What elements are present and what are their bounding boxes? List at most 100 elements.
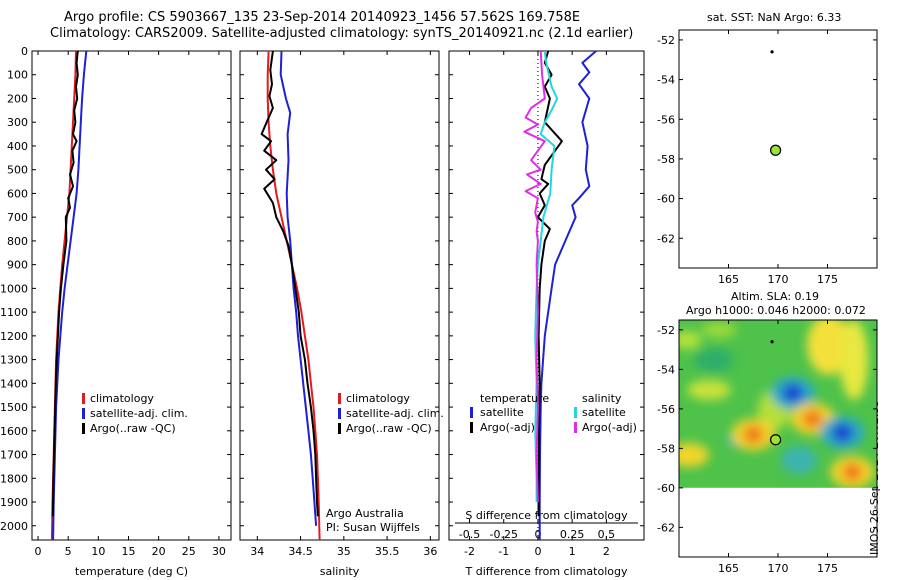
sla-argo-marker: [770, 434, 782, 446]
sal-xtick-label: 34.5: [288, 545, 313, 558]
sal-legend-climatology: climatology: [346, 392, 410, 405]
sla-field-clip: [679, 320, 877, 488]
sst-ytick-label: -62: [657, 232, 675, 245]
depth-tick-label: 1900: [0, 496, 28, 509]
temp-xtick-label: 5: [65, 545, 72, 558]
sla-ytick-label: -62: [657, 521, 675, 534]
diff-plot-frame: [448, 50, 645, 541]
diff-legend-swatch: [574, 422, 577, 433]
temp-legend-swatch: [82, 423, 85, 434]
diff-legend-temp-satellite: satellite: [480, 406, 524, 419]
figure-title-line2: Climatology: CARS2009. Satellite-adjuste…: [50, 26, 634, 41]
depth-tick-label: 600: [7, 187, 28, 200]
temp-xtick-label: 0: [35, 545, 42, 558]
diff-legend-swatch: [470, 422, 473, 433]
sst-track-dot: [770, 50, 774, 54]
depth-tick-label: 1500: [0, 401, 28, 414]
temp-xtick-label: 25: [182, 545, 196, 558]
temp-series-argo: [51, 50, 79, 517]
sla-texture-blob: [807, 320, 851, 375]
diff-legend-temperature-head: temperature: [480, 392, 549, 405]
sla-field: [679, 320, 877, 488]
diff-s-tick-label: -0.25: [490, 528, 518, 541]
sla-high-core: [842, 463, 863, 482]
depth-tick-label: 700: [7, 211, 28, 224]
temp-xtick-label: 30: [212, 545, 226, 558]
sla-ytick-label: -52: [657, 324, 675, 337]
temp-legend-swatch: [82, 393, 85, 404]
sst-argo-marker: [770, 144, 782, 156]
sal-series-satellite: [279, 50, 318, 526]
diff-xtick-label: -2: [464, 545, 475, 558]
diff-legend-swatch: [470, 407, 473, 418]
depth-tick-label: 900: [7, 259, 28, 272]
sst-ytick-label: -56: [657, 113, 675, 126]
sla-xtick-label: 165: [718, 562, 739, 575]
sla-ytick-label: -58: [657, 442, 675, 455]
depth-tick-label: 200: [7, 92, 28, 105]
sal-series-argo: [260, 50, 319, 517]
temp-xtick-label: 10: [91, 545, 105, 558]
sst-ytick-label: -52: [657, 34, 675, 47]
sla-high-core: [802, 409, 823, 428]
sal-xtick-label: 36: [423, 545, 437, 558]
sla-xtick-label: 175: [817, 562, 838, 575]
sla-xtick-label: 170: [768, 562, 789, 575]
sla-field-blobs: [679, 320, 875, 488]
sal-legend-swatch: [338, 408, 341, 419]
depth-tick-label: 1800: [0, 472, 28, 485]
temp-xtick-label: 20: [152, 545, 166, 558]
diff-s-tick-label: -0.5: [459, 528, 480, 541]
diff-temp-satellite-line: [538, 50, 597, 540]
sla-texture-blob: [781, 446, 817, 474]
diff-xtick-label: 1: [569, 545, 576, 558]
sst-ytick-label: -54: [657, 74, 675, 87]
depth-tick-label: 2000: [0, 520, 28, 533]
diff-legend-sal-argo: Argo(-adj): [582, 421, 637, 434]
diff-legend-swatch: [574, 407, 577, 418]
sal-xtick-label: 35.5: [375, 545, 400, 558]
temp-legend-climatology: climatology: [90, 392, 154, 405]
diff-legend-sal-satellite: satellite: [582, 406, 626, 419]
sal-plot-frame: [239, 50, 440, 541]
temp-legend-swatch: [82, 408, 85, 419]
diff-sal-argo-line: [523, 50, 546, 503]
temp-legend-satellite: satellite-adj. clim.: [90, 407, 188, 420]
sal-xlabel: salinity: [320, 565, 360, 578]
sla-texture-blob: [679, 331, 701, 349]
depth-tick-label: 300: [7, 116, 28, 129]
diff-xtick-label: -1: [498, 545, 509, 558]
diff-xtick-label: 2: [603, 545, 610, 558]
depth-tick-label: 1600: [0, 425, 28, 438]
temp-plot-frame: [31, 50, 232, 541]
sla-texture-blob: [687, 380, 731, 400]
depth-tick-label: 1300: [0, 354, 28, 367]
temp-series-satellite: [52, 50, 88, 541]
sst-xtick-label: 170: [768, 273, 789, 286]
sst-ytick-label: -60: [657, 193, 675, 206]
temp-xtick-label: 15: [121, 545, 135, 558]
figure-title-line1: Argo profile: CS 5903667_135 23-Sep-2014…: [64, 10, 581, 25]
diff-temp-argo-line: [536, 50, 563, 517]
sla-ytick-label: -54: [657, 363, 675, 376]
temp-xlabel: temperature (deg C): [75, 565, 188, 578]
sst-map-title: sat. SST: NaN Argo: 6.33: [707, 11, 842, 24]
sal-xtick-label: 34: [250, 545, 264, 558]
sla-high-core: [743, 425, 764, 444]
depth-tick-label: 1000: [0, 282, 28, 295]
sla-map-title-line2: Argo h1000: 0.046 h2000: 0.072: [686, 304, 866, 317]
depth-tick-label: 1400: [0, 377, 28, 390]
sal-legend-swatch: [338, 393, 341, 404]
argo-australia-label: Argo Australia: [326, 507, 404, 520]
diff-s-tick-label: 0.25: [560, 528, 585, 541]
depth-tick-label: 100: [7, 69, 28, 82]
sla-texture-blob: [701, 322, 737, 338]
sla-texture-blob: [679, 443, 709, 467]
diff-s-xlabel: S difference from climatology: [465, 509, 628, 522]
diff-s-tick-label: 0: [534, 528, 541, 541]
sla-texture-blob: [840, 320, 868, 400]
temp-legend-argo: Argo(..raw -QC): [90, 422, 176, 435]
sal-legend-swatch: [338, 423, 341, 434]
depth-tick-label: 1700: [0, 449, 28, 462]
